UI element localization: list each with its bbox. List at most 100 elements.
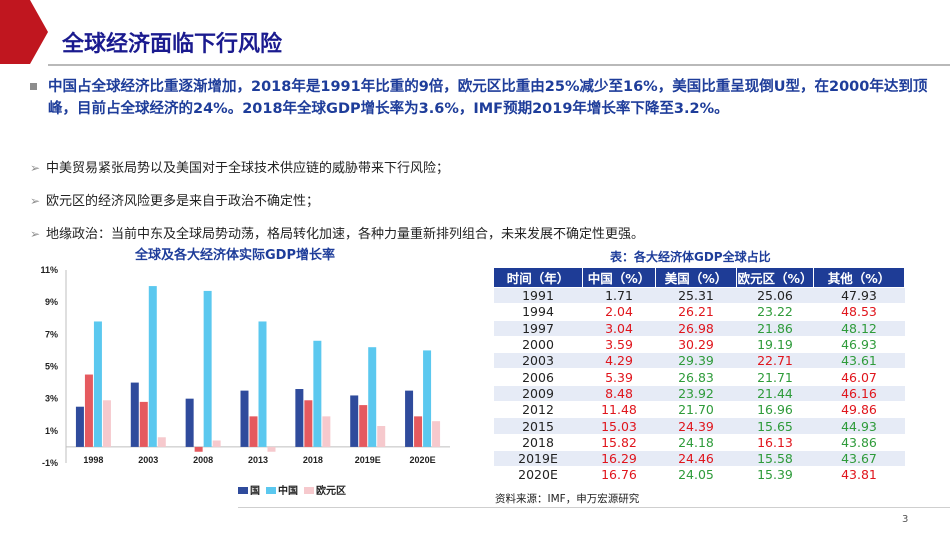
table-header-row: 时间（年） 中国（%） 美国（%） 欧元区（%） 其他（%） [493, 267, 905, 288]
table-cell: 5.39 [582, 368, 656, 386]
legend-item: 国 [238, 482, 260, 497]
bar [359, 405, 368, 447]
bar [249, 416, 258, 447]
page-number: 3 [902, 514, 909, 525]
bar [102, 400, 111, 447]
bar [267, 446, 276, 452]
table-cell: 11.48 [582, 401, 656, 419]
table-cell: 19.19 [736, 336, 814, 354]
column-header: 美国（%） [655, 267, 737, 288]
gdp-growth-chart: 11% 9% 7% 5% 3% 1% -1% 1998 2003 2008 2013 2018 2019… [40, 265, 450, 468]
table-cell: 15.65 [736, 417, 814, 435]
table-cell: 15.58 [736, 450, 814, 468]
bar [432, 421, 441, 447]
corner-accent-icon [0, 0, 48, 64]
table-cell: 2015 [493, 417, 583, 435]
bar [93, 321, 102, 447]
sub-bullet-text: 地缘政治：当前中东及全球局势动荡，格局转化加速，各种力量重新排列组合，未来发展不… [46, 227, 645, 242]
x-tick-label: 2003 [138, 455, 158, 465]
y-tick-label: 9% [45, 297, 58, 307]
y-tick-label: 7% [45, 329, 58, 339]
x-tick-label: 1998 [83, 455, 103, 465]
table-row: 2012 11.48 21.70 16.96 49.86 [493, 401, 905, 419]
table-cell: 25.06 [736, 287, 814, 305]
main-bullet: 中国占全球经济比重逐渐增加，2018年是1991年比重的9倍，欧元区比重由25%… [30, 76, 930, 120]
table-cell: 2019E [493, 450, 583, 468]
bar [304, 400, 313, 447]
bar [368, 347, 377, 447]
bar [423, 350, 432, 447]
chart-title: 全球及各大经济体实际GDP增长率 [135, 248, 335, 263]
table-row: 1991 1.71 25.31 25.06 47.93 [493, 287, 905, 305]
bar [322, 416, 331, 447]
table-cell: 23.92 [655, 385, 737, 403]
x-tick-label: 2013 [248, 455, 268, 465]
bar [157, 437, 166, 447]
table-cell: 15.03 [582, 417, 656, 435]
main-bullet-text: 中国占全球经济比重逐渐增加，2018年是1991年比重的9倍，欧元区比重由25%… [48, 79, 928, 117]
sub-bullet: ➢ 中美贸易紧张局势以及美国对于全球技术供应链的威胁带来下行风险； [30, 157, 449, 176]
bar [148, 286, 157, 447]
table-cell: 21.70 [655, 401, 737, 419]
y-tick-label: 3% [45, 394, 58, 404]
bar [350, 395, 359, 447]
table-cell: 46.07 [813, 368, 905, 386]
y-tick-label: 5% [45, 362, 58, 372]
column-header: 其他（%） [813, 267, 905, 288]
table-cell: 22.71 [736, 352, 814, 370]
table-cell: 30.29 [655, 336, 737, 354]
legend-label: 中国 [278, 486, 298, 497]
column-header: 时间（年） [493, 267, 583, 288]
table-cell: 16.29 [582, 450, 656, 468]
bar [130, 382, 139, 447]
x-tick-label: 2008 [193, 455, 213, 465]
table-cell: 8.48 [582, 385, 656, 403]
table-cell: 4.29 [582, 352, 656, 370]
footer-divider [238, 507, 950, 508]
page-title: 全球经济面临下行风险 [62, 32, 283, 57]
table-cell: 1.71 [582, 287, 656, 305]
table-cell: 47.93 [813, 287, 905, 305]
chart-legend: 国 中国 欧元区 [238, 482, 346, 497]
y-tick-label: -1% [42, 458, 58, 468]
y-tick-label: 11% [40, 265, 58, 275]
table-cell: 26.98 [655, 320, 737, 337]
table-cell: 24.05 [655, 466, 737, 484]
table-cell: 48.53 [813, 303, 905, 321]
table-cell: 2018 [493, 434, 583, 451]
bar [258, 321, 267, 447]
table-row: 2009 8.48 23.92 21.44 46.16 [493, 385, 905, 403]
table-cell: 1997 [493, 320, 583, 337]
sub-bullet-text: 中美贸易紧张局势以及美国对于全球技术供应链的威胁带来下行风险； [46, 161, 450, 176]
table-cell: 2006 [493, 368, 583, 386]
table-cell: 1994 [493, 303, 583, 321]
bar [240, 390, 249, 447]
table-row: 2003 4.29 29.39 22.71 43.61 [493, 352, 905, 370]
table-cell: 25.31 [655, 287, 737, 305]
arrow-bullet-icon: ➢ [30, 227, 41, 241]
bar [295, 389, 304, 447]
table-cell: 26.83 [655, 368, 737, 386]
table-cell: 26.21 [655, 303, 737, 321]
table-cell: 2012 [493, 401, 583, 419]
square-bullet-icon [30, 83, 37, 90]
table-cell: 44.93 [813, 417, 905, 435]
sub-bullet-text: 欧元区的经济风险更多是来自于政治不确定性； [46, 194, 320, 209]
bar [75, 406, 84, 447]
column-header: 中国（%） [582, 267, 656, 288]
table-cell: 46.16 [813, 385, 905, 403]
table-cell: 21.44 [736, 385, 814, 403]
table-cell: 2.04 [582, 303, 656, 321]
gdp-share-table: 时间（年） 中国（%） 美国（%） 欧元区（%） 其他（%） 1991 1.71 2… [493, 267, 905, 484]
table-cell: 43.67 [813, 450, 905, 468]
bar [212, 440, 221, 447]
bar [313, 340, 322, 447]
table-cell: 21.86 [736, 320, 814, 337]
table-cell: 43.81 [813, 466, 905, 484]
bar [185, 398, 194, 447]
table-cell: 15.39 [736, 466, 814, 484]
arrow-bullet-icon: ➢ [30, 194, 41, 208]
bar [377, 426, 386, 447]
column-header: 欧元区（%） [736, 267, 814, 288]
legend-item: 中国 [266, 482, 298, 497]
